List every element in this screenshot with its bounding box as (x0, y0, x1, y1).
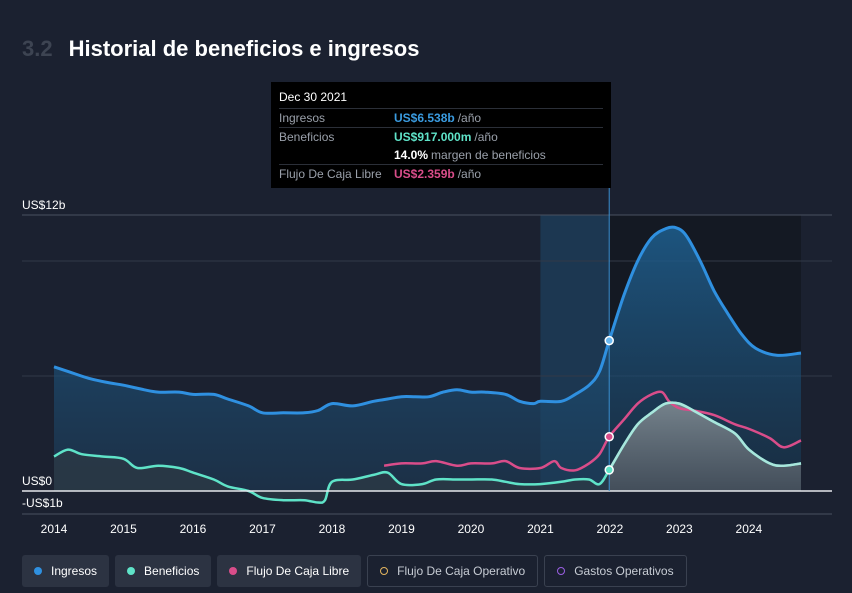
tooltip-value: US$917.000m (394, 130, 472, 144)
flujo-caja-libre-marker (604, 431, 614, 442)
legend-label: Flujo De Caja Libre (246, 564, 350, 578)
filled-dot-icon (34, 567, 42, 575)
page-title: Historial de beneficios e ingresos (68, 36, 420, 61)
legend-label: Flujo De Caja Operativo (397, 564, 526, 578)
filled-dot-icon (127, 567, 136, 575)
x-tick-label: 2024 (736, 522, 763, 536)
tooltip-row-flujo: Flujo De Caja Libre US$2.359b /año (279, 165, 603, 183)
y-tick-label: US$0 (22, 474, 52, 488)
x-tick-label: 2021 (527, 522, 554, 536)
tooltip-row-margen: 14.0% margen de beneficios (279, 146, 603, 165)
x-tick-label: 2023 (666, 522, 693, 536)
x-tick-label: 2020 (458, 522, 485, 536)
section-number: 3.2 (22, 36, 53, 61)
tooltip-unit: /año (457, 111, 482, 125)
flujo-caja-libre-line (383, 390, 802, 472)
tooltip-row-beneficios: Beneficios US$917.000m /año (279, 128, 603, 146)
tooltip-label: Ingresos (279, 111, 326, 125)
y-tick-label: -US$1b (22, 496, 63, 510)
header: 3.2 Historial de beneficios e ingresos (22, 36, 419, 62)
tooltip-unit: /año (474, 130, 498, 144)
hollow-dot-icon (380, 567, 389, 575)
legend-label: Beneficios (144, 564, 200, 578)
data-tooltip: Dec 30 2021 Ingresos US$6.538b /año Bene… (271, 82, 611, 188)
tooltip-value: 14.0% (394, 148, 429, 162)
ingresos-line (53, 225, 802, 415)
tooltip-label: Beneficios (279, 130, 335, 144)
tooltip-unit: margen de beneficios (431, 148, 546, 162)
beneficios-forecast-line (608, 401, 802, 471)
beneficios-marker (604, 465, 614, 475)
x-tick-label: 2022 (597, 522, 624, 536)
legend-flujo-libre-button[interactable]: Flujo De Caja Libre (217, 555, 362, 587)
legend: Ingresos Beneficios Flujo De Caja Libre … (22, 555, 687, 587)
tooltip-date: Dec 30 2021 (279, 90, 603, 109)
tooltip-label: Flujo De Caja Libre (279, 167, 382, 181)
tooltip-value: US$6.538b (394, 111, 455, 125)
x-tick-label: 2018 (319, 522, 346, 536)
y-tick-label: US$12b (22, 198, 66, 212)
hollow-dot-icon (557, 567, 566, 575)
x-tick-label: 2014 (41, 522, 68, 536)
tooltip-unit: /año (457, 167, 482, 181)
legend-flujo-operativo-button[interactable]: Flujo De Caja Operativo (367, 555, 539, 587)
x-tick-label: 2015 (110, 522, 137, 536)
legend-label: Gastos Operativos (574, 564, 674, 578)
legend-label: Ingresos (51, 564, 98, 578)
ingresos-marker (604, 335, 614, 346)
legend-ingresos-button[interactable]: Ingresos (22, 555, 110, 587)
beneficios-forecast-area (609, 402, 801, 491)
tooltip-row-ingresos: Ingresos US$6.538b /año (279, 109, 603, 128)
x-tick-label: 2016 (180, 522, 207, 536)
legend-beneficios-button[interactable]: Beneficios (115, 555, 212, 587)
tooltip-value: US$2.359b (394, 167, 455, 181)
legend-gastos-operativos-button[interactable]: Gastos Operativos (544, 555, 687, 587)
filled-dot-icon (229, 567, 238, 575)
x-tick-label: 2017 (249, 522, 276, 536)
x-tick-label: 2019 (388, 522, 415, 536)
ingresos-area (54, 227, 801, 491)
